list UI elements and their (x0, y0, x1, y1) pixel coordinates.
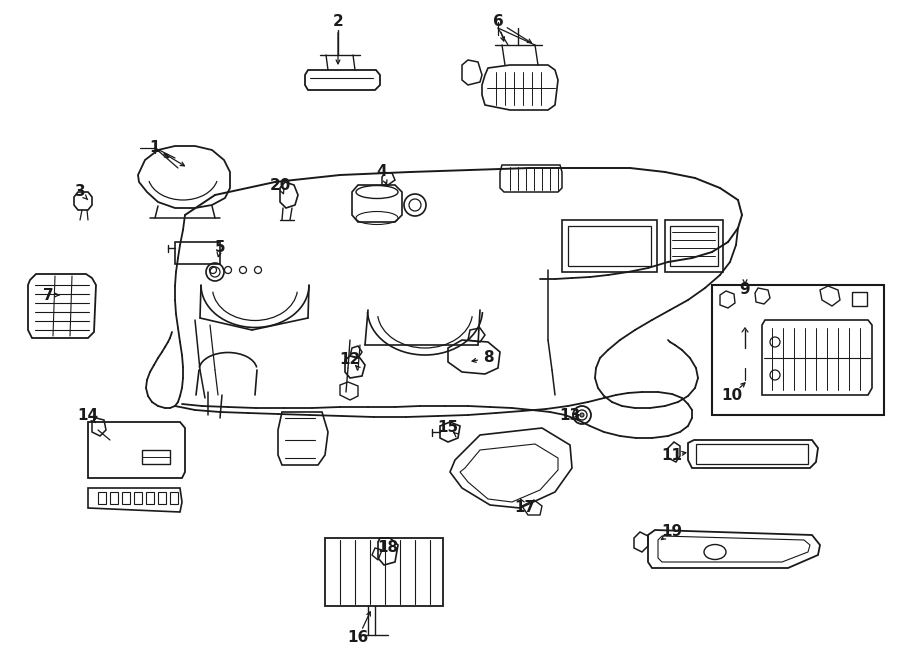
Bar (562, 220, 657, 272)
Text: 16: 16 (347, 631, 369, 646)
Text: 17: 17 (515, 500, 536, 516)
Bar (170, 492, 178, 504)
Bar (712, 285, 884, 415)
Bar (670, 226, 718, 266)
Bar (110, 492, 118, 504)
Text: 15: 15 (437, 420, 459, 436)
Bar (696, 444, 808, 464)
Text: 10: 10 (722, 387, 742, 403)
Text: 19: 19 (662, 524, 682, 539)
Bar (134, 492, 142, 504)
Text: 2: 2 (333, 15, 344, 30)
Text: 1: 1 (149, 141, 160, 155)
Bar (122, 492, 130, 504)
Bar (852, 292, 867, 306)
Text: 11: 11 (662, 447, 682, 463)
Bar (158, 492, 166, 504)
Text: 5: 5 (215, 241, 225, 256)
Bar (665, 220, 723, 272)
Text: 18: 18 (377, 541, 399, 555)
Text: 6: 6 (492, 15, 503, 30)
Text: 14: 14 (77, 407, 99, 422)
Text: 20: 20 (269, 178, 291, 192)
Text: 12: 12 (339, 352, 361, 368)
Bar (175, 242, 220, 264)
Bar (325, 538, 443, 606)
Text: 7: 7 (42, 288, 53, 303)
Bar (568, 226, 651, 266)
Text: 13: 13 (560, 407, 580, 422)
Ellipse shape (580, 413, 584, 417)
Text: 3: 3 (75, 184, 86, 200)
Text: 4: 4 (377, 165, 387, 180)
Text: 9: 9 (740, 282, 751, 297)
Bar (146, 492, 154, 504)
Text: 8: 8 (482, 350, 493, 366)
Bar (142, 450, 170, 464)
Bar (98, 492, 106, 504)
